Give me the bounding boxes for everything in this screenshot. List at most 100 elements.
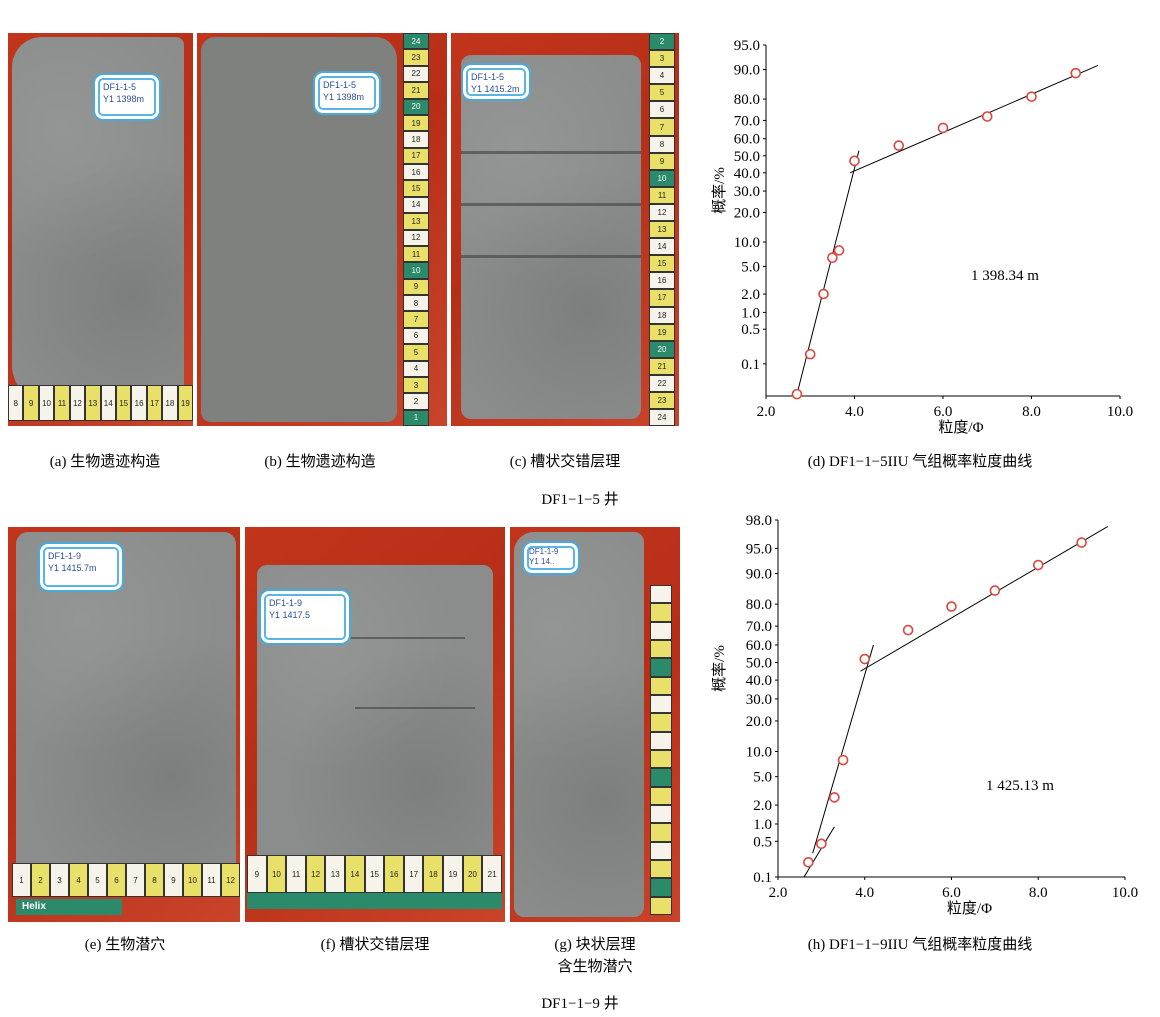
tag-line-1: DF1-1-9 (529, 547, 559, 556)
y-tick-label: 60.0 (746, 638, 772, 654)
y-tick-label: 30.0 (734, 184, 760, 200)
y-tick-label: 5.0 (741, 260, 760, 276)
data-point (1076, 537, 1087, 548)
tag-line-1: DF1-1-9 (48, 551, 82, 561)
data-point (818, 288, 829, 300)
data-point (989, 585, 1001, 596)
x-tick-label: 4.0 (845, 404, 864, 420)
y-tick-label: 80.0 (734, 92, 760, 108)
scale-ruler: 8 9 10 11 12 13 14 15 16 17 18 19 (8, 385, 193, 421)
caption-b: (b) 生物遗迹构造 (264, 454, 376, 470)
tag-line-2: Y1 1415.7m (48, 563, 97, 573)
data-point (804, 348, 816, 360)
y-tick-label: 70.0 (746, 619, 772, 635)
sample-label-tag: DF1-1-9 Y1 14.. (522, 541, 580, 575)
sample-label-tag: DF1-1-5 Y1 1415.2m (461, 63, 531, 101)
tag-line-1: DF1-1-5 (471, 72, 505, 82)
data-point (833, 245, 845, 256)
caption-c: (c) 槽状交错层理 (509, 454, 621, 470)
data-point (803, 856, 814, 868)
fit-line (803, 826, 835, 878)
y-tick-label: 1.0 (753, 817, 772, 833)
sample-label-tag: DF1-1-9 Y1 1415.7m (38, 542, 124, 592)
ruler-brand: Helix (16, 899, 122, 915)
bedding-crack (355, 707, 475, 709)
y-tick-label: 20.0 (746, 714, 772, 730)
x-tick-label: 10.0 (1107, 404, 1133, 420)
x-tick-label: 10.0 (1112, 885, 1138, 901)
y-tick-label: 20.0 (734, 205, 760, 221)
depth-annotation: 1 398.34 m (971, 268, 1039, 284)
y-tick-label: 40.0 (734, 166, 760, 182)
y-tick-label: 2.0 (741, 287, 760, 303)
well-label-bottom: DF1−1−9 井 (541, 996, 619, 1012)
data-point (849, 155, 860, 167)
core-sample (514, 532, 644, 917)
y-tick-label: 5.0 (753, 770, 772, 786)
y-tick-label: 95.0 (746, 541, 772, 557)
y-tick-label: 0.5 (741, 322, 760, 338)
y-tick-label: 0.5 (753, 834, 772, 850)
tag-line-2: Y1 1398m (323, 92, 365, 102)
core-break (461, 151, 641, 154)
caption-a: (a) 生物遗迹构造 (49, 454, 161, 470)
y-tick-label: 30.0 (746, 692, 772, 708)
data-point (902, 624, 914, 636)
tag-line-1: DF1-1-9 (269, 598, 303, 608)
y-tick-label: 10.0 (746, 744, 772, 760)
tag-line-2: Y1 1415.2m (471, 84, 520, 94)
y-tick-label: 90.0 (746, 567, 772, 583)
y-tick-label: 95.0 (734, 38, 760, 54)
photo-a-biogenic-structure: DF1-1-5 Y1 1398m 8 9 10 11 12 13 14 15 16 17 18… (8, 33, 193, 426)
scale-ruler: 9 10 11 12 13 14 15 16 17 18 19 20 21 (247, 855, 502, 893)
x-tick-label: 8.0 (1029, 885, 1048, 901)
y-tick-label: 60.0 (734, 132, 760, 148)
y-axis-title: 概率/% (711, 167, 728, 214)
core-break (461, 255, 641, 258)
tag-line-1: DF1-1-5 (323, 80, 357, 90)
data-point (816, 838, 827, 850)
y-tick-label: 0.1 (741, 357, 760, 373)
caption-g-line2: 含生物潜穴 (557, 959, 633, 975)
tag-line-2: Y1 14.. (529, 557, 555, 566)
x-axis-title: 粒度/Φ (938, 419, 983, 436)
bedding-crack (285, 637, 465, 639)
data-point (1070, 67, 1082, 79)
photo-f-trough-cross-bedding: DF1-1-9 Y1 1417.5 9 10 11 12 13 14 15 16 17 18… (245, 527, 505, 922)
y-tick-label: 70.0 (734, 113, 760, 129)
data-point (937, 122, 949, 134)
data-point (827, 252, 838, 264)
caption-h: (h) DF1−1−9IIU 气组概率粒度曲线 (807, 937, 1033, 953)
x-tick-label: 2.0 (769, 885, 788, 901)
data-point (981, 111, 993, 122)
y-tick-label: 0.1 (753, 870, 772, 886)
photo-b-biogenic-structure: DF1-1-5 Y1 1398m 24 23 22 21 20 19 18 17 16 15… (197, 33, 447, 426)
x-tick-label: 6.0 (934, 404, 953, 420)
x-tick-label: 6.0 (942, 885, 961, 901)
y-tick-label: 50.0 (746, 656, 772, 672)
probability-grain-size-chart-d: 0.1 0.51.0 2.0 5.0 10.0 20.0 30.0 40.050.060.0 7… (711, 38, 1133, 436)
data-point (946, 601, 957, 612)
y-tick-label: 1.0 (741, 305, 760, 321)
tag-line-2: Y1 1417.5 (269, 610, 311, 620)
x-tick-label: 4.0 (855, 885, 874, 901)
caption-d: (d) DF1−1−5IIU 气组概率粒度曲线 (807, 454, 1033, 470)
caption-e: (e) 生物潜穴 (84, 937, 166, 953)
tag-line-1: DF1-1-5 (103, 82, 137, 92)
y-tick-label: 80.0 (746, 597, 772, 613)
sample-label-tag: DF1-1-9 Y1 1417.5 (259, 589, 351, 645)
x-tick-label: 2.0 (757, 404, 776, 420)
caption-f: (f) 槽状交错层理 (320, 937, 430, 953)
ruler-green-strip (247, 893, 502, 909)
data-point (859, 653, 871, 665)
core-sample (16, 532, 236, 882)
fit-line (812, 644, 874, 854)
data-point (791, 388, 803, 400)
y-tick-label: 10.0 (734, 235, 760, 251)
fit-line (849, 65, 1099, 174)
x-tick-label: 8.0 (1022, 404, 1041, 420)
